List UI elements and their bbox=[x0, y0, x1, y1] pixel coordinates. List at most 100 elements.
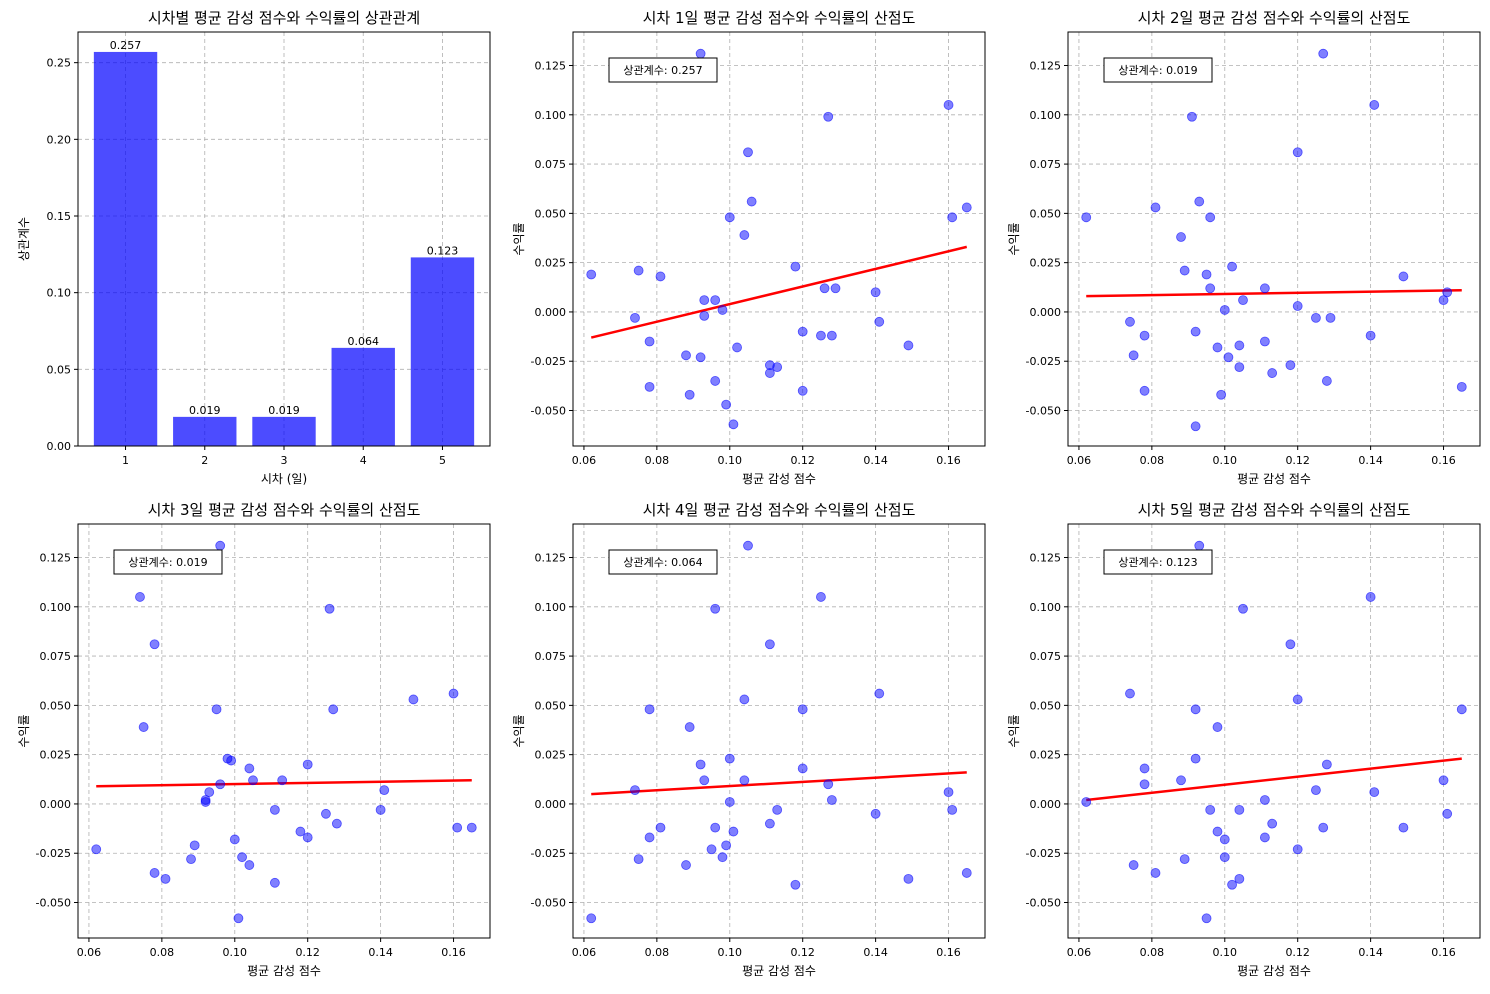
scatter-point bbox=[91, 844, 102, 855]
y-tick-label: 0.125 bbox=[40, 552, 72, 565]
scatter-point bbox=[1201, 913, 1212, 924]
scatter-point bbox=[903, 340, 914, 351]
y-tick-label: 0.100 bbox=[1030, 601, 1062, 614]
bar-4 bbox=[331, 347, 395, 446]
scatter-point bbox=[797, 704, 808, 715]
y-tick-label: 0.100 bbox=[1030, 109, 1062, 122]
scatter-point bbox=[797, 763, 808, 774]
scatter-point bbox=[961, 202, 972, 213]
correlation-annotation: 상관계수: 0.257 bbox=[623, 64, 702, 77]
scatter-point bbox=[408, 694, 419, 705]
scatter-point bbox=[1205, 804, 1216, 815]
scatter-point bbox=[710, 295, 721, 306]
scatter-point bbox=[1311, 312, 1321, 323]
scatter-point bbox=[379, 785, 390, 796]
y-tick-label: 0.125 bbox=[535, 60, 567, 73]
bar-2 bbox=[173, 416, 237, 446]
y-tick-label: 0.050 bbox=[1030, 207, 1062, 220]
scatter-point bbox=[1365, 330, 1376, 341]
subplot-4: 0.06 0.08 0.10 0.12 0.14 0.16 상관계수: 0.019 -0.05… bbox=[17, 501, 491, 978]
scatter-point bbox=[1212, 722, 1223, 732]
y-tick-label: 0.125 bbox=[535, 552, 567, 565]
x-tick-label: 0.06 bbox=[572, 454, 597, 467]
scatter-points bbox=[586, 540, 972, 924]
y-tick-label: -0.050 bbox=[1026, 405, 1061, 418]
subplot-title: 시차 2일 평균 감성 점수와 수익률의 산점도 bbox=[1138, 9, 1411, 27]
scatter-point bbox=[823, 111, 834, 122]
scatter-point bbox=[728, 419, 739, 430]
trend-line bbox=[1086, 757, 1462, 802]
y-tick-label: 0.100 bbox=[535, 109, 567, 122]
scatter-point bbox=[269, 804, 280, 815]
scatter-point bbox=[1139, 385, 1150, 396]
x-tick-label: 0.12 bbox=[790, 454, 815, 467]
scatter-point bbox=[1187, 111, 1197, 122]
scatter-point bbox=[1223, 352, 1234, 363]
x-tick-label: 0.16 bbox=[1431, 454, 1456, 467]
scatter-point bbox=[1219, 852, 1230, 863]
scatter-point bbox=[448, 688, 459, 699]
scatter-point bbox=[1234, 362, 1245, 373]
x-tick-label: 0.12 bbox=[790, 946, 815, 959]
x-tick-label: 0.16 bbox=[441, 946, 466, 959]
scatter-point bbox=[1325, 312, 1336, 323]
scatter-point bbox=[149, 868, 160, 878]
x-tick-label: 5 bbox=[439, 454, 446, 467]
bar-data-label: 0.064 bbox=[347, 335, 379, 348]
scatter-point bbox=[695, 759, 706, 770]
y-tick-label: 0.00 bbox=[47, 440, 72, 453]
scatter-point bbox=[1139, 330, 1150, 341]
trend-line bbox=[1086, 289, 1462, 298]
bar-data-label: 0.019 bbox=[189, 404, 221, 417]
scatter-point bbox=[826, 795, 837, 805]
scatter-point bbox=[1292, 694, 1303, 705]
scatter-point bbox=[1219, 305, 1230, 315]
scatter-point bbox=[655, 822, 666, 833]
subplot-title: 시차 3일 평균 감성 점수와 수익률의 산점도 bbox=[148, 501, 421, 519]
scatter-point bbox=[215, 779, 226, 790]
scatter-point bbox=[328, 704, 339, 715]
scatter-point bbox=[466, 822, 477, 833]
scatter-point bbox=[1438, 295, 1449, 306]
scatter-point bbox=[1259, 336, 1270, 347]
bar-5 bbox=[410, 257, 475, 446]
y-tick-label: -0.025 bbox=[531, 847, 566, 860]
scatter-point bbox=[630, 312, 640, 323]
axes-frame bbox=[1067, 523, 1481, 939]
scatter-point bbox=[695, 352, 706, 363]
x-axis-label: 평균 감성 점수 bbox=[1237, 964, 1311, 978]
x-axis-label: 평균 감성 점수 bbox=[247, 964, 321, 978]
scatter-point bbox=[1321, 376, 1332, 386]
x-tick-label: 0.14 bbox=[1358, 454, 1383, 467]
y-tick-label: -0.050 bbox=[531, 405, 566, 418]
scatter-point bbox=[1259, 795, 1270, 805]
scatter-point bbox=[743, 540, 753, 551]
scatter-point bbox=[1190, 326, 1201, 337]
x-tick-label: 0.10 bbox=[1213, 454, 1238, 467]
scatter-point bbox=[695, 48, 706, 59]
bar-data-label: 0.257 bbox=[110, 39, 142, 52]
scatter-point bbox=[721, 840, 732, 851]
scatter-point bbox=[681, 860, 691, 870]
y-tick-label: -0.025 bbox=[36, 847, 71, 860]
scatter-point bbox=[1194, 540, 1205, 551]
scatter-point bbox=[1292, 147, 1303, 158]
scatter-points bbox=[1081, 48, 1467, 432]
scatter-point bbox=[1318, 822, 1329, 833]
scatter-point bbox=[790, 879, 801, 890]
scatter-point bbox=[1227, 879, 1237, 890]
correlation-annotation-box bbox=[1103, 549, 1213, 575]
scatter-point bbox=[790, 261, 801, 272]
scatter-point bbox=[1212, 342, 1223, 353]
y-axis-label: 수익률 bbox=[1007, 714, 1021, 747]
correlation-annotation: 상관계수: 0.019 bbox=[1118, 64, 1197, 77]
scatter-point bbox=[943, 100, 954, 110]
scatter-point bbox=[135, 592, 145, 602]
scatter-point bbox=[706, 844, 717, 855]
scatter-point bbox=[870, 808, 881, 819]
y-tick-label: 0.125 bbox=[1030, 60, 1062, 73]
y-tick-label: 0.15 bbox=[47, 210, 72, 223]
x-tick-label: 0.16 bbox=[936, 946, 961, 959]
x-tick-label: 1 bbox=[122, 454, 129, 467]
x-tick-label: 0.14 bbox=[863, 946, 888, 959]
